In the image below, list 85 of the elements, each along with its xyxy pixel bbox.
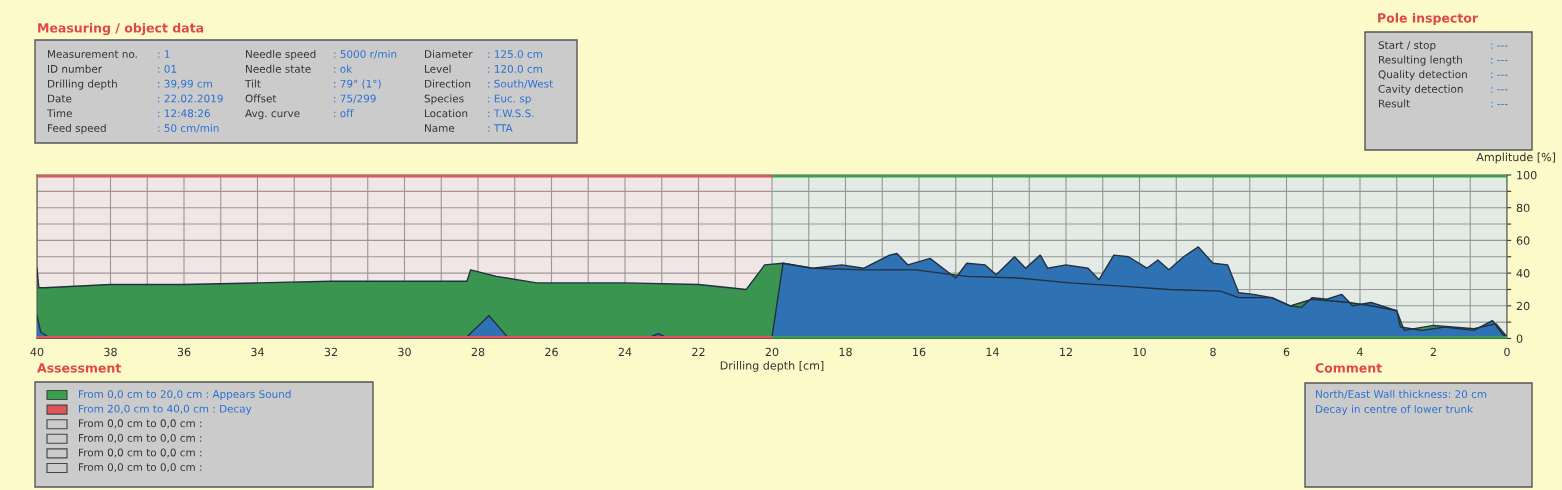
y-tick-label: 20 (1516, 301, 1530, 311)
text: Decay in centre of lower trunk (1316, 404, 1474, 416)
x-tick-label: 16 (913, 347, 926, 357)
text: Drilling depth (48, 79, 117, 90)
y-tick-label: 40 (1516, 269, 1530, 278)
y-tick-label: 60 (1516, 236, 1530, 245)
text: Measurement no. (48, 50, 137, 59)
text: ID number (48, 64, 103, 73)
text: From 0,0 cm to 0,0 cm : (79, 419, 202, 429)
x-tick-label: 24 (618, 347, 632, 356)
text: : --- (1491, 72, 1508, 79)
text: Avg. curve (245, 109, 300, 120)
x-tick-label: 22 (692, 347, 705, 356)
x-axis-title: Drilling depth [cm] (720, 361, 824, 372)
text: Pole inspector (1378, 12, 1479, 26)
text: : 12:48:26 (158, 109, 210, 118)
x-tick-label: 8 (1210, 347, 1216, 357)
text: : 50 cm/min (158, 123, 219, 133)
x-tick-label: 2 (1430, 347, 1436, 356)
x-tick-label: 40 (30, 347, 44, 357)
text: : ok (334, 64, 353, 73)
x-tick-label: 20 (765, 347, 779, 357)
x-tick-label: 12 (1060, 347, 1072, 356)
legend-label: From 0,0 cm to 20,0 cm : Appears Sound (79, 389, 291, 401)
text: Diameter (425, 49, 473, 59)
x-tick-label: 18 (839, 347, 852, 357)
text: : --- (1491, 58, 1508, 64)
text: Offset (245, 94, 277, 103)
text: : Euc. sp (488, 94, 531, 105)
x-tick-label: 32 (324, 347, 337, 357)
x-tick-label: 34 (251, 347, 264, 357)
text: Time (46, 109, 72, 118)
text: : --- (1491, 87, 1508, 93)
text: Resulting length (1379, 55, 1462, 66)
x-tick-label: 0 (1504, 347, 1510, 357)
text: Assessment (37, 363, 121, 373)
x-tick-label: 28 (471, 347, 485, 357)
text: From 0,0 cm to 0,0 cm : (79, 433, 202, 443)
text: Location (425, 109, 468, 118)
text: : 1 (158, 50, 170, 58)
text: From 0,0 cm to 0,0 cm : (79, 463, 202, 473)
text: Needle speed (246, 49, 316, 61)
text: Cavity detection (1378, 84, 1463, 95)
y-tick-label: 0 (1516, 334, 1523, 343)
text: Name (425, 124, 455, 133)
text: : 75/299 (334, 94, 376, 104)
text: Level (425, 64, 451, 73)
text: : 39,99 cm (158, 79, 212, 89)
text: : --- (1491, 101, 1508, 108)
x-tick-label: 4 (1357, 347, 1363, 356)
y-tick-label: 80 (1516, 203, 1530, 213)
text: : 125.0 cm (488, 50, 542, 59)
text: Comment (1315, 363, 1382, 373)
x-tick-label: 36 (177, 347, 191, 357)
text: : 22.02.2019 (158, 94, 223, 103)
text: Result (1379, 99, 1410, 108)
text: Measuring / object data (38, 22, 204, 36)
text: Feed speed (48, 123, 106, 135)
x-tick-label: 30 (398, 347, 411, 357)
text: : TTA (488, 124, 513, 132)
text: : off (334, 109, 354, 118)
text: : 01 (158, 64, 177, 73)
text: North/East Wall thickness: 20 cm (1316, 389, 1487, 399)
x-tick-label: 6 (1283, 347, 1290, 357)
text: Species (424, 94, 464, 105)
y-axis-title: Amplitude [%] (1476, 152, 1556, 164)
x-tick-label: 38 (104, 347, 117, 357)
text: : 120.0 cm (488, 64, 542, 73)
text: Direction (425, 79, 471, 88)
x-tick-label: 10 (1133, 347, 1146, 357)
y-tick-label: 100 (1517, 170, 1537, 180)
x-tick-label: 26 (545, 347, 558, 357)
text: From 0,0 cm to 0,0 cm : (79, 448, 202, 458)
text: : 79° (1°) (334, 79, 381, 89)
x-tick-label: 14 (986, 347, 999, 356)
text: Quality detection (1378, 70, 1467, 81)
text: Date (48, 94, 72, 103)
text: : South/West (488, 79, 553, 89)
text: : --- (1491, 43, 1508, 49)
text: Tilt (244, 79, 261, 88)
text: : T.W.S.S. (488, 109, 534, 118)
legend-label: From 20,0 cm to 40,0 cm : Decay (79, 404, 252, 415)
text: : 5000 r/min (334, 49, 397, 59)
text: Needle state (246, 64, 311, 73)
text: Start / stop (1378, 41, 1436, 52)
